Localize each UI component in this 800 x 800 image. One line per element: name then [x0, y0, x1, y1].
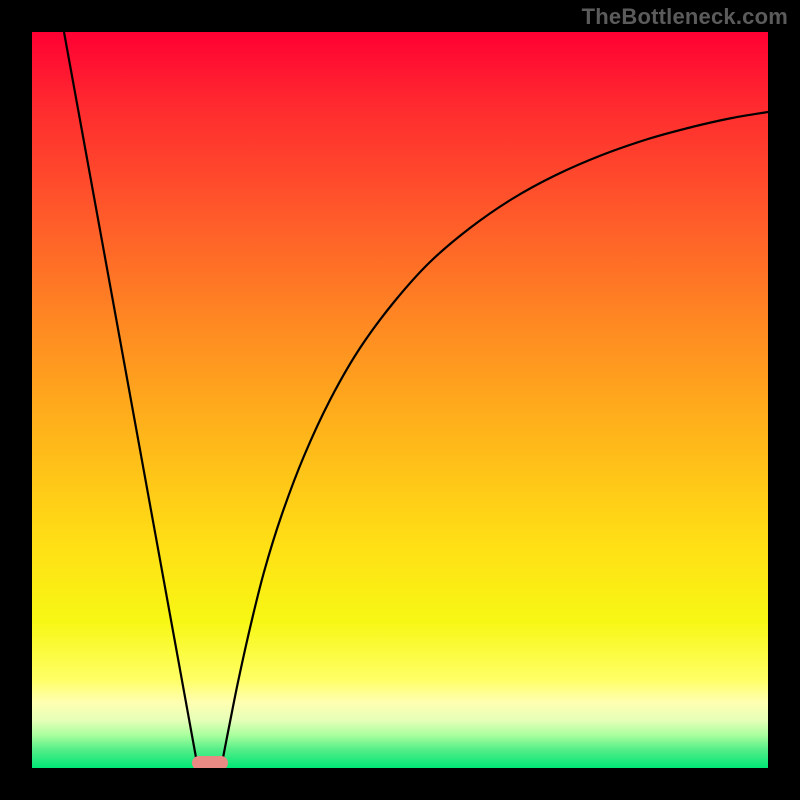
- watermark-text: TheBottleneck.com: [582, 4, 788, 30]
- minimum-marker: [192, 756, 228, 768]
- plot-area: [32, 32, 768, 768]
- chart-frame: TheBottleneck.com: [0, 0, 800, 800]
- curve-layer: [32, 32, 768, 768]
- curve-left-segment: [64, 32, 197, 763]
- curve-right-segment: [222, 112, 768, 763]
